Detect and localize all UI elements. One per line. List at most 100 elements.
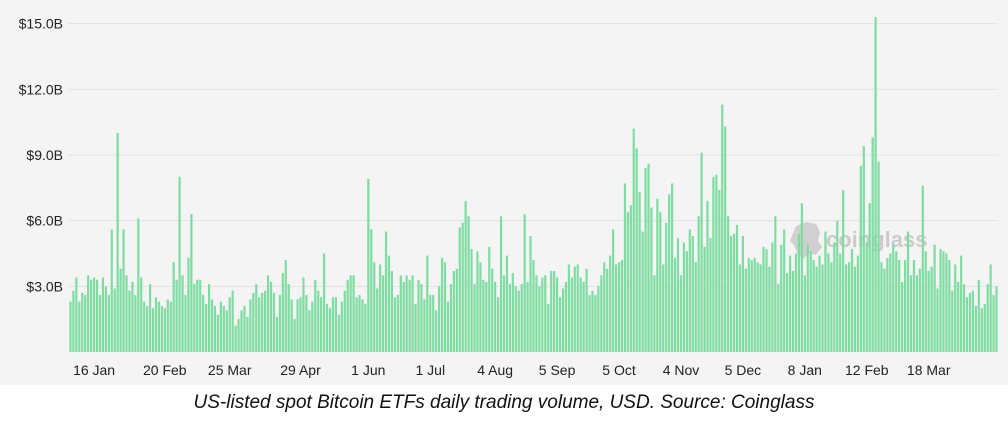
volume-bar — [293, 319, 296, 352]
volume-bar — [679, 275, 683, 352]
volume-bar — [517, 290, 520, 352]
volume-bar — [128, 290, 131, 352]
volume-bar — [84, 295, 87, 352]
volume-bar — [794, 253, 798, 352]
volume-bar — [420, 284, 423, 352]
volume-bar — [847, 262, 851, 352]
volume-bar — [839, 253, 842, 352]
volume-bar — [154, 297, 158, 352]
volume-bar — [225, 310, 228, 352]
x-tick-label: 5 Sep — [539, 362, 576, 378]
volume-bar — [178, 176, 181, 352]
volume-bar — [892, 244, 895, 352]
volume-bar — [759, 264, 762, 352]
volume-bar — [939, 249, 942, 352]
volume-bar — [567, 264, 570, 352]
volume-bar — [520, 284, 523, 352]
volume-bar — [962, 284, 966, 352]
volume-bar — [780, 244, 783, 352]
volume-bar — [706, 200, 709, 352]
volume-bar — [364, 303, 367, 352]
volume-bar — [308, 310, 311, 352]
x-tick-label: 12 Feb — [845, 362, 889, 378]
volume-bar — [190, 214, 193, 352]
x-tick-label: 5 Dec — [725, 362, 762, 378]
volume-bar — [113, 288, 116, 352]
volume-bar — [886, 257, 889, 352]
volume-bar — [927, 270, 930, 352]
volume-bar — [317, 290, 320, 352]
volume-bar — [709, 238, 712, 352]
volume-bar — [992, 295, 995, 352]
x-tick-label: 29 Apr — [280, 362, 321, 378]
volume-bar — [399, 275, 402, 352]
volume-bar — [609, 255, 612, 352]
volume-bar — [446, 301, 450, 352]
volume-bar — [989, 264, 992, 352]
volume-bar — [797, 233, 801, 352]
x-axis: 16 Jan 20 Feb 25 Mar 29 Apr 1 Jun 1 Jul 4 Aug 5… — [73, 362, 951, 378]
volume-bar — [912, 260, 916, 352]
volume-bar — [600, 275, 603, 352]
volume-bar — [853, 266, 857, 352]
volume-bar — [721, 104, 724, 352]
volume-bar — [234, 325, 237, 352]
x-tick-label: 4 Aug — [477, 362, 513, 378]
volume-bar — [252, 292, 255, 352]
volume-bar — [676, 238, 680, 352]
volume-bar — [222, 306, 225, 352]
coinglass-logo-icon — [790, 222, 822, 259]
volume-bar — [305, 295, 308, 352]
volume-bar — [762, 246, 765, 352]
volume-bar — [918, 268, 921, 352]
volume-bar — [783, 229, 786, 352]
volume-bar — [898, 260, 901, 352]
volume-bar — [859, 165, 862, 352]
volume-bar — [219, 301, 222, 352]
volume-bar — [87, 275, 90, 352]
volume-bar — [830, 262, 833, 352]
volume-bar — [131, 281, 134, 352]
volume-bar — [367, 179, 370, 352]
volume-bar — [405, 275, 408, 352]
volume-bar — [877, 161, 880, 352]
volume-bar — [788, 255, 792, 352]
volume-bar — [210, 299, 214, 352]
volume-bar — [328, 308, 332, 352]
volume-bar — [735, 225, 739, 352]
volume-bar — [299, 297, 302, 352]
volume-bar — [933, 244, 936, 352]
volume-bar — [535, 275, 538, 352]
volume-bar — [541, 277, 544, 352]
volume-bar — [485, 281, 488, 352]
volume-bar — [358, 295, 361, 352]
volume-bar — [146, 306, 149, 352]
x-tick-label: 1 Jun — [351, 362, 385, 378]
volume-bar — [750, 260, 753, 352]
volume-bar — [402, 281, 405, 352]
volume-bar — [845, 264, 848, 352]
volume-bar — [435, 310, 438, 352]
volume-bar — [768, 266, 771, 352]
volume-bar — [373, 262, 376, 352]
volume-bar — [700, 152, 703, 352]
volume-bar — [172, 262, 175, 352]
volume-bar — [606, 268, 609, 352]
volume-bar — [591, 290, 594, 352]
volume-bar — [75, 277, 78, 352]
volume-bar — [703, 246, 706, 352]
volume-bar — [455, 268, 458, 352]
volume-bar — [865, 242, 868, 352]
volume-bar — [314, 279, 317, 352]
volume-bar — [181, 275, 184, 352]
volume-bar — [747, 257, 750, 352]
volume-bar — [387, 255, 391, 352]
volume-bar — [216, 314, 220, 352]
volume-bar — [390, 270, 394, 352]
volume-bar — [476, 251, 479, 352]
volume-bar — [603, 262, 606, 352]
y-tick-label: $6.0B — [26, 213, 63, 229]
volume-bar — [325, 303, 329, 352]
volume-bar — [617, 262, 621, 352]
volume-bar — [818, 255, 821, 352]
